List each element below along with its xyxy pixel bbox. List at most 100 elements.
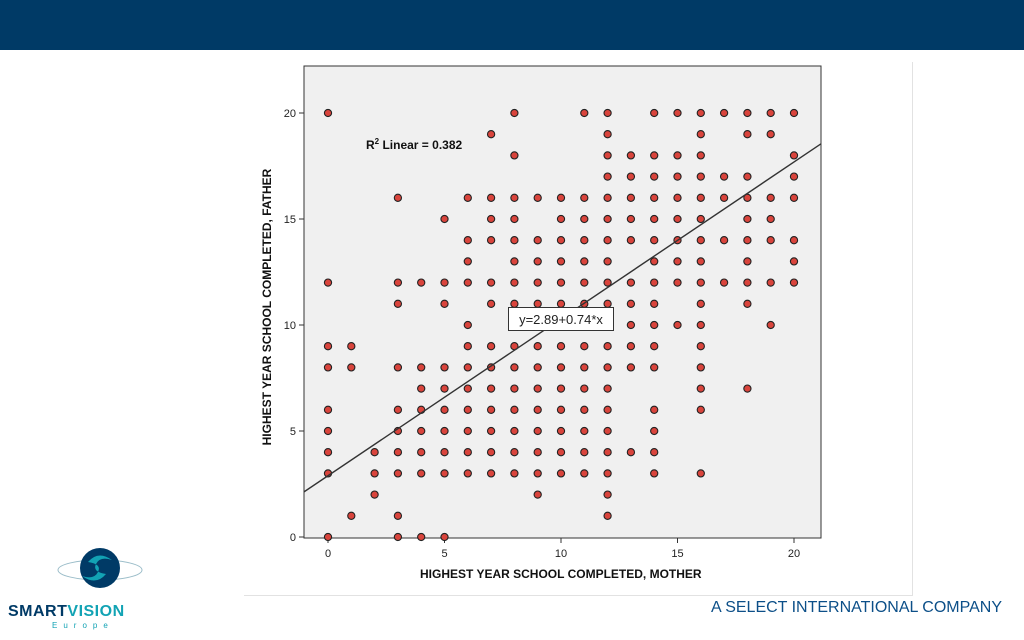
data-point — [696, 278, 705, 287]
data-point — [440, 532, 449, 542]
data-point — [440, 448, 449, 457]
data-point — [603, 490, 612, 499]
data-point — [650, 172, 659, 181]
data-point — [650, 193, 659, 202]
data-point — [393, 363, 403, 372]
data-point — [486, 130, 496, 139]
data-point — [533, 363, 542, 372]
data-point — [696, 363, 705, 372]
data-point — [323, 342, 333, 351]
data-point — [673, 172, 682, 181]
data-point — [463, 405, 472, 414]
data-point — [580, 405, 589, 414]
y-tick-label: 10 — [284, 320, 296, 332]
data-point — [533, 236, 542, 245]
data-point — [580, 363, 589, 372]
data-point — [556, 384, 566, 393]
data-point — [463, 193, 472, 202]
data-point — [696, 108, 705, 118]
data-point — [696, 172, 705, 181]
data-point — [510, 363, 519, 372]
logo-wordmark: SMARTVISION — [8, 603, 125, 621]
data-point — [533, 342, 542, 351]
data-point — [323, 426, 333, 436]
data-point — [580, 384, 589, 393]
data-point — [650, 469, 659, 478]
data-point — [556, 193, 566, 202]
data-point — [440, 363, 449, 372]
data-point — [556, 426, 566, 436]
data-point — [696, 469, 705, 478]
data-point — [463, 426, 472, 436]
data-point — [603, 448, 612, 457]
data-point — [370, 448, 379, 457]
data-point — [673, 193, 682, 202]
data-point — [347, 511, 356, 520]
data-point — [650, 448, 659, 457]
data-point — [789, 193, 799, 202]
data-point — [556, 448, 566, 457]
data-point — [719, 193, 729, 202]
data-point — [486, 363, 496, 372]
data-point — [556, 342, 566, 351]
data-point — [556, 469, 566, 478]
r2-superscript: 2 — [374, 137, 380, 146]
data-point — [603, 426, 612, 436]
data-point — [766, 214, 775, 224]
swirl-logo-icon — [57, 548, 143, 588]
data-point — [323, 363, 333, 372]
data-point — [626, 448, 636, 457]
data-point — [766, 108, 775, 118]
data-point — [603, 363, 612, 372]
logo-word-vision: VISION — [67, 603, 125, 620]
data-point — [650, 363, 659, 372]
data-point — [743, 299, 752, 308]
data-point — [603, 278, 612, 287]
data-point — [580, 236, 589, 245]
data-point — [323, 405, 333, 414]
data-point — [486, 426, 496, 436]
data-point — [463, 363, 472, 372]
data-point — [393, 405, 403, 414]
header-bar — [0, 0, 1024, 50]
data-point — [696, 236, 705, 245]
data-point — [580, 193, 589, 202]
data-point — [696, 257, 705, 266]
data-point — [650, 151, 659, 160]
data-point — [347, 363, 356, 372]
data-point — [696, 214, 705, 224]
data-point — [393, 511, 403, 520]
data-point — [650, 257, 659, 266]
data-point — [440, 299, 449, 308]
data-point — [486, 193, 496, 202]
data-point — [673, 320, 682, 330]
r2-prefix: R — [366, 138, 375, 152]
data-point — [486, 342, 496, 351]
data-point — [510, 151, 519, 160]
data-point — [719, 108, 729, 118]
y-tick-label: 0 — [290, 532, 296, 544]
x-tick-label: 20 — [788, 548, 800, 560]
y-tick-label: 15 — [284, 214, 296, 226]
data-point — [743, 108, 752, 118]
data-point — [556, 214, 566, 224]
data-point — [789, 108, 799, 118]
y-axis-title: HIGHEST YEAR SCHOOL COMPLETED, FATHER — [260, 168, 274, 446]
data-point — [580, 426, 589, 436]
data-point — [556, 236, 566, 245]
data-point — [370, 469, 379, 478]
data-point — [789, 257, 799, 266]
data-point — [743, 278, 752, 287]
data-point — [603, 193, 612, 202]
data-point — [580, 448, 589, 457]
data-point — [463, 384, 472, 393]
data-point — [533, 384, 542, 393]
data-point — [650, 299, 659, 308]
data-point — [510, 278, 519, 287]
x-tick-label: 0 — [325, 548, 331, 560]
data-point — [696, 405, 705, 414]
data-point — [323, 278, 333, 287]
data-point — [603, 236, 612, 245]
data-point — [626, 236, 636, 245]
x-axis-title: HIGHEST YEAR SCHOOL COMPLETED, MOTHER — [420, 567, 702, 581]
